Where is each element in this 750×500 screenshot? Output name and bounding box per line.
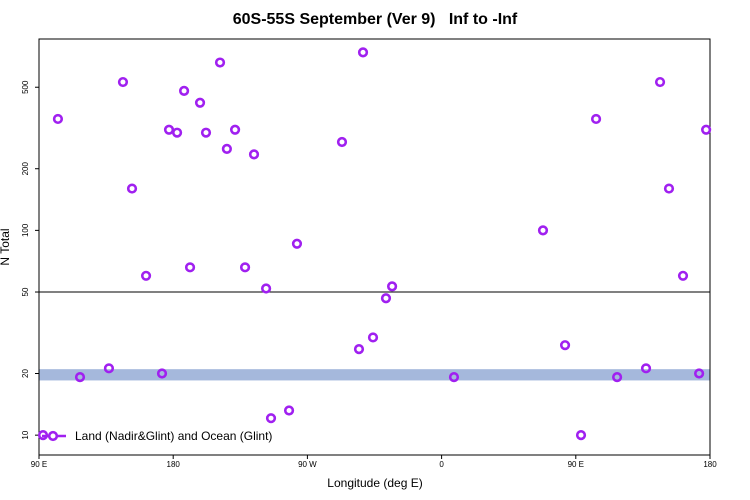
x-axis-label: Longitude (deg E): [327, 476, 422, 490]
legend-label: Land (Nadir&Glint) and Ocean (Glint): [75, 429, 272, 443]
data-point: [291, 238, 303, 249]
data-point: [663, 183, 675, 194]
data-point: [590, 113, 602, 125]
x-tick-label: 180: [703, 460, 717, 469]
x-tick-label: 90 E: [568, 460, 584, 469]
data-point: [380, 293, 392, 304]
data-point: [140, 270, 152, 281]
data-point: [156, 368, 168, 379]
data-point: [126, 183, 138, 194]
data-point: [353, 344, 365, 355]
plot-frame: [38, 38, 711, 456]
data-point: [559, 340, 571, 351]
data-point: [357, 47, 369, 58]
data-point: [640, 363, 652, 374]
data-point: [117, 76, 129, 88]
data-point: [229, 124, 241, 135]
x-tick-label: 90 E: [31, 460, 47, 469]
x-tick-label: 0: [439, 460, 444, 469]
y-tick-label: 10: [21, 430, 30, 439]
data-point: [265, 413, 277, 424]
x-tick-label: 180: [167, 460, 181, 469]
data-point: [163, 124, 175, 135]
data-point: [677, 270, 689, 281]
data-point: [694, 368, 705, 379]
data-point: [448, 372, 460, 383]
y-tick-label: 100: [21, 223, 30, 237]
data-point: [575, 430, 587, 441]
legend-marker: [47, 430, 59, 442]
data-point: [336, 136, 348, 148]
data-point: [178, 85, 190, 96]
data-point: [367, 332, 379, 343]
data-point: [103, 363, 115, 374]
data-point: [654, 76, 666, 88]
data-point: [74, 372, 86, 383]
y-tick-label: 200: [21, 162, 30, 176]
data-point: [386, 281, 398, 292]
band: [39, 369, 710, 381]
data-point: [283, 405, 295, 416]
y-tick-label: 50: [21, 287, 30, 296]
data-point: [214, 57, 226, 68]
data-point: [260, 283, 272, 294]
y-axis-label: N Total: [0, 228, 12, 265]
data-point: [221, 143, 232, 154]
data-point: [184, 262, 196, 273]
x-tick-label: 90 W: [298, 460, 317, 469]
y-tick-label: 500: [21, 80, 30, 94]
data-point: [537, 225, 549, 236]
chart-title: 60S-55S September (Ver 9) Inf to -Inf: [233, 11, 518, 28]
data-point: [200, 127, 212, 138]
data-point: [194, 97, 206, 108]
y-tick-label: 20: [21, 369, 30, 378]
data-point: [701, 124, 712, 135]
data-point: [171, 127, 183, 138]
data-point: [248, 149, 260, 160]
data-point: [612, 372, 623, 383]
data-point: [239, 262, 251, 273]
data-point: [52, 113, 64, 125]
